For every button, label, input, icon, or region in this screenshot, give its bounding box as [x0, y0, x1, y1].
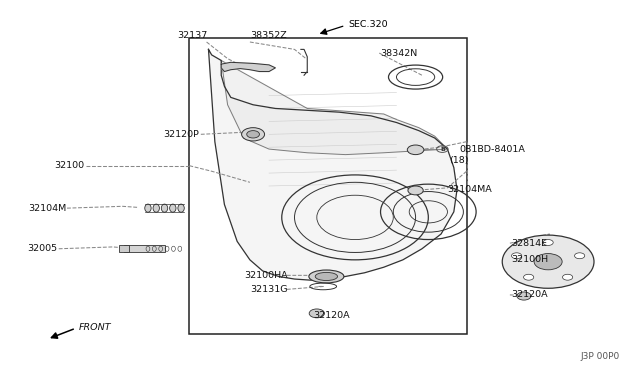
- Circle shape: [517, 292, 531, 300]
- Text: 0B1BD-8401A: 0B1BD-8401A: [459, 145, 525, 154]
- Text: J3P 00P0: J3P 00P0: [580, 352, 620, 361]
- Circle shape: [502, 235, 594, 288]
- Ellipse shape: [170, 204, 176, 212]
- Ellipse shape: [178, 204, 184, 212]
- Circle shape: [575, 253, 585, 259]
- Text: (18): (18): [449, 156, 469, 166]
- Text: 32100: 32100: [54, 161, 84, 170]
- Text: 32814E: 32814E: [511, 239, 547, 248]
- Text: B: B: [440, 147, 445, 151]
- Circle shape: [511, 253, 522, 259]
- Ellipse shape: [316, 272, 337, 280]
- Circle shape: [246, 131, 259, 138]
- Text: 32104MA: 32104MA: [447, 185, 492, 194]
- Polygon shape: [209, 49, 457, 280]
- Text: 32120A: 32120A: [314, 311, 350, 320]
- Bar: [189, 38, 467, 334]
- Ellipse shape: [153, 204, 159, 212]
- Circle shape: [524, 274, 534, 280]
- Circle shape: [534, 254, 562, 270]
- Polygon shape: [221, 61, 447, 155]
- Ellipse shape: [309, 270, 344, 283]
- Text: 32137: 32137: [177, 31, 207, 40]
- Circle shape: [309, 309, 324, 318]
- Bar: [119, 245, 129, 253]
- Circle shape: [407, 145, 424, 155]
- Text: SEC.320: SEC.320: [349, 20, 388, 29]
- Circle shape: [563, 274, 573, 280]
- Text: 38352Z: 38352Z: [250, 31, 287, 40]
- Text: 32104M: 32104M: [28, 203, 67, 213]
- Circle shape: [242, 128, 264, 141]
- Bar: [124, 246, 165, 252]
- Text: 32120A: 32120A: [511, 291, 548, 299]
- Text: 32100HA: 32100HA: [244, 271, 288, 280]
- Text: 32100H: 32100H: [511, 255, 548, 264]
- Circle shape: [543, 240, 553, 246]
- Text: 32120P: 32120P: [163, 130, 199, 139]
- Text: 32005: 32005: [28, 244, 58, 253]
- Polygon shape: [221, 62, 275, 71]
- Text: 38342N: 38342N: [381, 49, 418, 58]
- Circle shape: [408, 186, 423, 195]
- Text: FRONT: FRONT: [79, 323, 111, 331]
- Text: 32131G: 32131G: [251, 285, 288, 294]
- Ellipse shape: [145, 204, 151, 212]
- Ellipse shape: [161, 204, 168, 212]
